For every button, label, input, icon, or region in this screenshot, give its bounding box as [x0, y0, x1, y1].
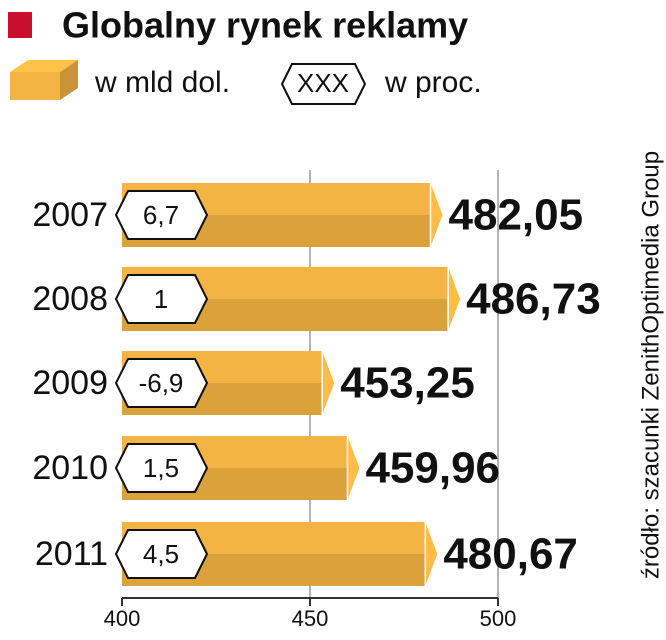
y-tick-label: 2007 [32, 196, 108, 234]
growth-badge [114, 529, 209, 579]
icon-top [10, 60, 78, 72]
growth-badge [114, 443, 209, 493]
value-label: 480,67 [443, 530, 578, 579]
growth-label: -6,9 [139, 368, 184, 398]
legend-bar-icon [10, 60, 78, 100]
value-label: 453,25 [340, 359, 475, 408]
chart-title: Globalny rynek reklamy [62, 5, 468, 46]
growth-label: 4,5 [143, 539, 179, 569]
icon-side [60, 60, 78, 100]
growth-badge [114, 274, 209, 324]
x-tick-label: 450 [292, 606, 329, 631]
y-tick-label: 2008 [32, 280, 108, 318]
source-note: źródło: szacunki ZenithOptimedia Group [637, 151, 664, 579]
bar-tip [347, 436, 360, 500]
bar-tip [448, 267, 461, 331]
y-tick-label: 2010 [32, 449, 108, 487]
x-tick-label: 400 [104, 606, 141, 631]
legend-badge [280, 63, 367, 105]
value-label: 486,73 [466, 275, 601, 324]
y-tick-label: 2009 [32, 364, 108, 402]
growth-badge [114, 190, 209, 240]
legend-badge-text: XXX [297, 68, 349, 98]
bar-tip [425, 522, 438, 586]
icon-front [10, 72, 60, 100]
bar-tip [322, 351, 335, 415]
legend-label: w mld dol. [94, 66, 230, 99]
y-tick-label: 2011 [35, 535, 108, 573]
value-label: 482,05 [449, 191, 584, 240]
x-tick-label: 500 [480, 606, 517, 631]
growth-badge [114, 358, 209, 408]
legend-label: w proc. [384, 66, 482, 99]
legend-accent [8, 12, 32, 38]
bar-tip [430, 183, 443, 247]
value-label: 459,96 [365, 444, 500, 493]
growth-label: 6,7 [143, 200, 179, 230]
growth-label: 1,5 [143, 453, 179, 483]
growth-label: 1 [154, 284, 168, 314]
